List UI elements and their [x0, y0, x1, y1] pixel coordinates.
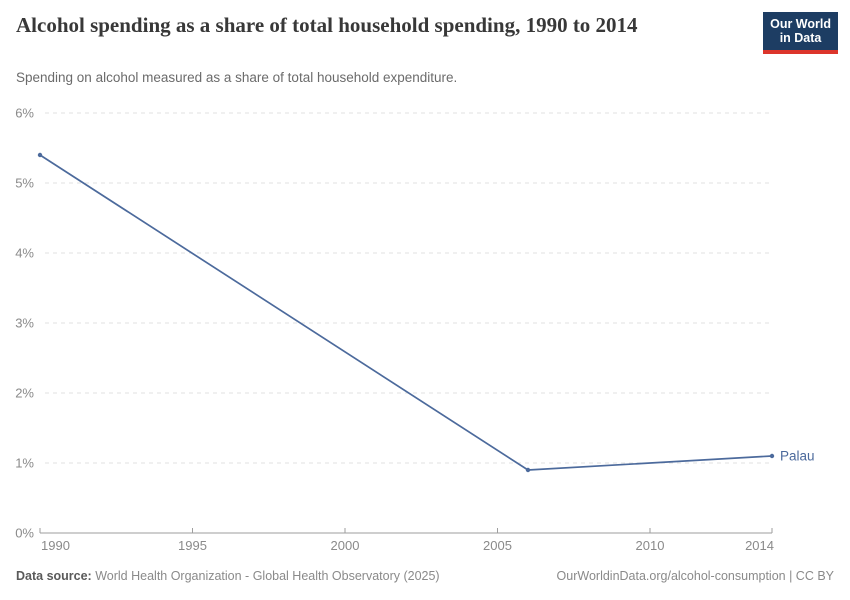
x-tick-label: 2014 [745, 538, 774, 553]
x-tick-label: 1995 [178, 538, 207, 553]
y-tick-label: 6% [15, 106, 34, 121]
y-tick-label: 4% [15, 246, 34, 261]
owid-logo-line1: Our World [770, 17, 831, 31]
chart-subtitle: Spending on alcohol measured as a share … [16, 70, 458, 85]
y-tick-label: 5% [15, 176, 34, 191]
footer-attribution: OurWorldinData.org/alcohol-consumption |… [556, 569, 834, 583]
y-tick-label: 3% [15, 316, 34, 331]
chart-title: Alcohol spending as a share of total hou… [16, 13, 638, 37]
data-point [37, 152, 43, 158]
series-line-palau [39, 154, 773, 471]
footer-datasource: Data source: World Health Organization -… [16, 569, 440, 583]
owid-logo-line2: in Data [779, 31, 822, 45]
y-tick-label: 2% [15, 386, 34, 401]
x-tick-label: 2005 [483, 538, 512, 553]
datasource-value: World Health Organization - Global Healt… [95, 569, 440, 583]
chart-svg: 0% 1% 2% 3% 4% 5% 6% 1990 1995 2000 2005 2010 2014 Pa… [15, 106, 815, 554]
y-tick-label: 0% [15, 526, 34, 541]
data-point [769, 453, 775, 459]
datasource-label: Data source: [16, 569, 92, 583]
series-end-label: Palau [780, 449, 815, 464]
y-tick-label: 1% [15, 456, 34, 471]
x-tick-label: 2010 [636, 538, 665, 553]
x-tick-label: 2000 [331, 538, 360, 553]
x-tick-label: 1990 [41, 538, 70, 553]
data-point [525, 467, 531, 473]
owid-logo: Our World in Data [763, 12, 838, 54]
